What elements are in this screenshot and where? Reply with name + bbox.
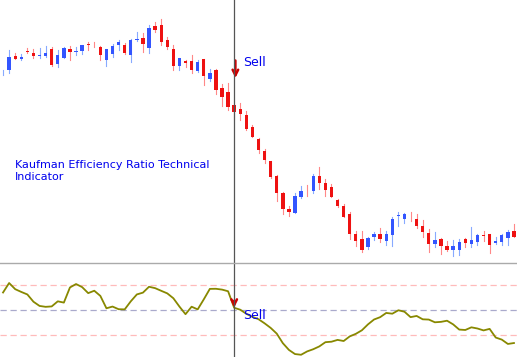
Bar (154, 26, 157, 30)
Bar (202, 59, 205, 76)
Bar (360, 239, 363, 250)
Bar (439, 239, 443, 246)
Text: Kaufman Efficiency Ratio Technical
Indicator: Kaufman Efficiency Ratio Technical Indic… (15, 160, 210, 182)
Bar (7, 57, 11, 70)
Bar (81, 45, 84, 51)
Bar (56, 55, 59, 64)
Bar (257, 139, 260, 150)
Bar (506, 232, 510, 238)
Bar (184, 61, 187, 63)
Bar (378, 234, 382, 239)
Bar (421, 226, 424, 232)
Bar (324, 183, 327, 190)
Bar (129, 40, 132, 55)
Bar (415, 218, 418, 226)
Bar (220, 88, 224, 97)
Bar (2, 72, 5, 73)
Bar (117, 42, 120, 45)
Bar (317, 176, 321, 183)
Bar (141, 38, 145, 44)
Bar (238, 109, 242, 114)
Bar (312, 176, 315, 191)
Bar (86, 44, 90, 45)
Bar (397, 215, 400, 216)
Bar (287, 209, 291, 212)
Bar (13, 56, 17, 59)
Text: Sell: Sell (244, 56, 266, 69)
Bar (178, 59, 181, 66)
Bar (433, 240, 436, 244)
Bar (494, 241, 497, 243)
Bar (482, 235, 485, 236)
Bar (245, 115, 248, 129)
Bar (50, 49, 53, 65)
Bar (512, 231, 515, 237)
Bar (330, 187, 333, 197)
Text: Sell: Sell (244, 309, 266, 322)
Bar (226, 92, 230, 107)
Bar (451, 246, 455, 250)
Bar (20, 57, 23, 59)
Bar (172, 49, 175, 66)
Bar (275, 176, 279, 193)
Bar (269, 161, 272, 177)
Bar (123, 45, 126, 52)
Bar (99, 47, 102, 55)
Bar (105, 49, 108, 60)
Bar (263, 151, 266, 160)
Bar (403, 214, 406, 219)
Bar (385, 234, 388, 241)
Bar (74, 51, 78, 52)
Bar (470, 240, 473, 245)
Bar (372, 234, 376, 237)
Bar (214, 70, 218, 90)
Bar (44, 53, 47, 56)
Bar (445, 246, 449, 250)
Bar (68, 49, 72, 51)
Bar (32, 53, 35, 56)
Bar (196, 62, 200, 71)
Bar (500, 235, 504, 242)
Bar (111, 46, 114, 54)
Bar (427, 233, 431, 244)
Bar (342, 206, 345, 217)
Bar (354, 234, 357, 241)
Bar (233, 105, 236, 112)
Bar (26, 51, 29, 52)
Bar (293, 196, 297, 212)
Bar (190, 61, 193, 70)
Bar (147, 29, 150, 47)
Bar (367, 238, 370, 247)
Bar (62, 48, 66, 58)
Bar (306, 190, 309, 191)
Bar (348, 215, 352, 234)
Bar (208, 73, 211, 79)
Bar (476, 235, 479, 242)
Bar (281, 193, 284, 209)
Bar (336, 200, 339, 206)
Bar (391, 218, 394, 236)
Bar (165, 40, 169, 47)
Bar (38, 55, 41, 56)
Bar (464, 239, 467, 243)
Bar (160, 25, 163, 42)
Bar (251, 127, 254, 137)
Bar (299, 191, 303, 197)
Bar (458, 242, 461, 250)
Bar (488, 235, 491, 245)
